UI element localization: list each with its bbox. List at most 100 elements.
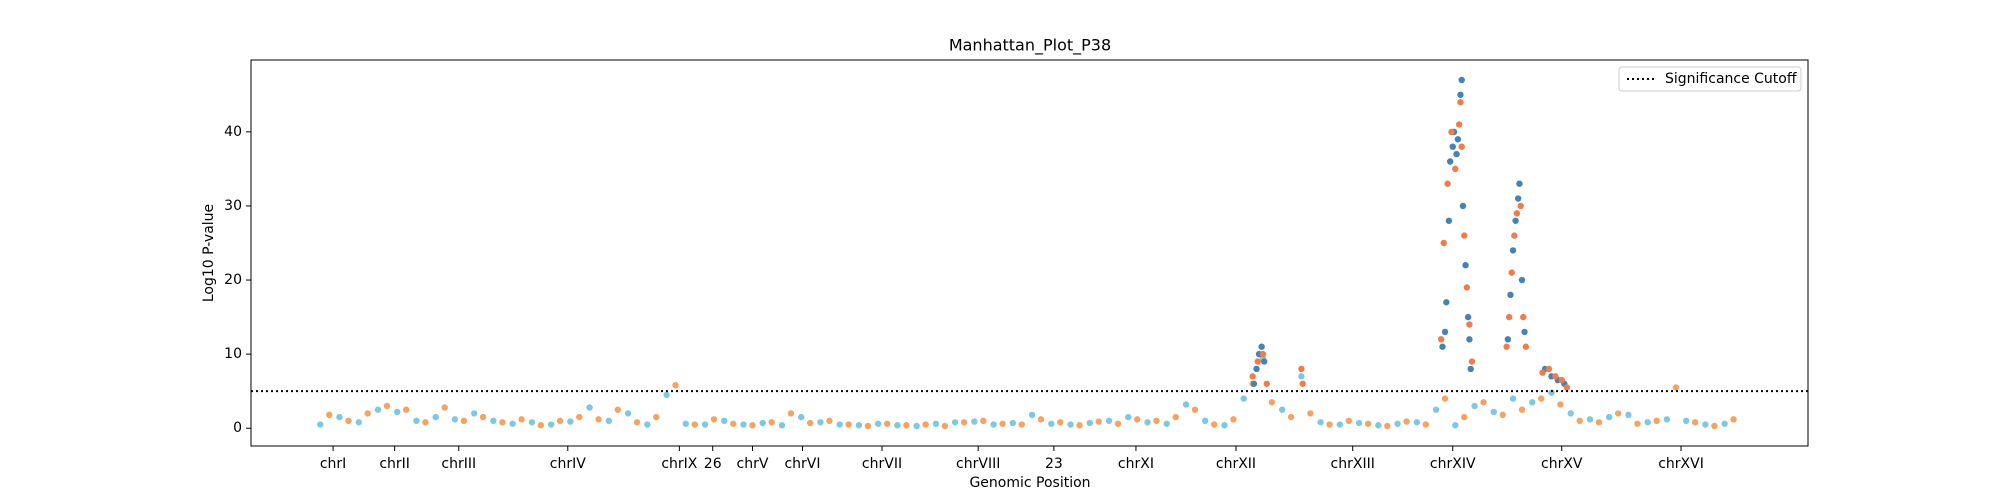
y-tick-label: 20 (224, 272, 242, 288)
data-point (1520, 313, 1527, 321)
data-point (345, 417, 352, 425)
data-point (1443, 299, 1450, 306)
data-point (663, 391, 670, 399)
data-point (701, 421, 709, 428)
data-point (1512, 217, 1519, 224)
data-point (653, 413, 660, 421)
y-axis-label: Log10 P-value (201, 204, 217, 302)
data-point (932, 420, 940, 427)
data-point (730, 420, 737, 427)
data-point (1172, 413, 1179, 421)
y-tick-label: 10 (224, 346, 242, 362)
x-axis-label: Genomic Position (969, 475, 1090, 491)
data-point (1466, 336, 1473, 343)
x-tick-label: chrVI (784, 456, 820, 472)
data-point (1454, 136, 1462, 143)
data-point (1432, 406, 1440, 413)
data-point (1125, 413, 1132, 421)
data-point (1444, 180, 1451, 187)
data-point (441, 404, 448, 411)
data-point (1576, 417, 1583, 425)
data-point (1558, 376, 1565, 384)
data-point (1545, 365, 1553, 373)
x-tick-label: chrXIII (1331, 456, 1375, 472)
data-point (633, 419, 641, 426)
x-tick-label: chrXI (1118, 456, 1154, 472)
x-tick-label: chrVIII (956, 456, 1000, 472)
data-point (1458, 143, 1465, 150)
data-point (845, 421, 852, 428)
data-point (326, 411, 333, 419)
data-point (1278, 406, 1286, 413)
data-point (960, 419, 968, 426)
data-point (1446, 158, 1454, 165)
data-point (432, 413, 439, 421)
data-point (567, 418, 574, 425)
data-point (576, 413, 583, 421)
data-point (1105, 417, 1113, 425)
data-point (1403, 418, 1410, 425)
data-point (1529, 399, 1536, 406)
data-point (971, 418, 978, 425)
x-tick-label: 23 (1045, 456, 1063, 472)
data-point (595, 416, 602, 423)
data-point (1711, 422, 1718, 430)
data-point (913, 422, 920, 430)
data-point (1230, 416, 1237, 423)
data-point (1522, 343, 1530, 350)
data-point (1521, 328, 1528, 336)
chart-title: Manhattan_Plot_P38 (949, 36, 1111, 56)
data-point (682, 420, 689, 427)
data-point (1480, 399, 1487, 406)
data-point (490, 417, 497, 425)
data-point (1625, 411, 1632, 419)
x-tick-label: chrV (737, 456, 769, 472)
x-tick-label: chrXV (1541, 456, 1583, 472)
data-point (1721, 420, 1728, 427)
data-point (1458, 76, 1465, 84)
data-point (749, 422, 756, 429)
y-tick-label: 40 (224, 124, 242, 140)
data-point (836, 421, 843, 428)
data-point (787, 410, 795, 417)
data-point (644, 421, 651, 428)
data-point (1254, 358, 1261, 365)
data-point (1511, 232, 1518, 239)
data-point (1461, 413, 1468, 421)
data-point (1009, 419, 1017, 427)
data-point (1663, 416, 1671, 423)
data-point (1463, 284, 1471, 291)
data-point (1702, 421, 1709, 428)
data-point (1144, 419, 1151, 426)
data-point (740, 421, 747, 428)
data-point (759, 419, 766, 427)
data-point (1563, 384, 1571, 391)
data-point (1299, 380, 1306, 387)
data-point (1253, 365, 1260, 373)
data-point (1345, 417, 1353, 425)
data-point (1453, 150, 1460, 158)
data-point (691, 421, 698, 428)
data-point (1317, 419, 1324, 426)
data-point (1018, 421, 1026, 428)
data-point (1076, 422, 1083, 429)
x-tick-label: chrVII (862, 456, 902, 472)
legend-label: Significance Cutoff (1665, 71, 1797, 87)
data-point (336, 413, 343, 421)
data-point (826, 417, 833, 425)
data-point (1452, 422, 1459, 429)
data-point (990, 421, 997, 428)
data-point (1287, 413, 1295, 421)
data-point (499, 419, 506, 426)
data-point (1606, 413, 1613, 421)
data-point (451, 416, 459, 423)
data-point (1163, 420, 1170, 427)
x-tick-label: chrI (320, 456, 346, 472)
data-point (1518, 276, 1526, 284)
data-point (1250, 380, 1258, 387)
data-point (1326, 421, 1333, 428)
data-point (355, 419, 362, 426)
data-point (1114, 420, 1122, 427)
data-point (1263, 380, 1270, 387)
data-point (1413, 419, 1421, 426)
